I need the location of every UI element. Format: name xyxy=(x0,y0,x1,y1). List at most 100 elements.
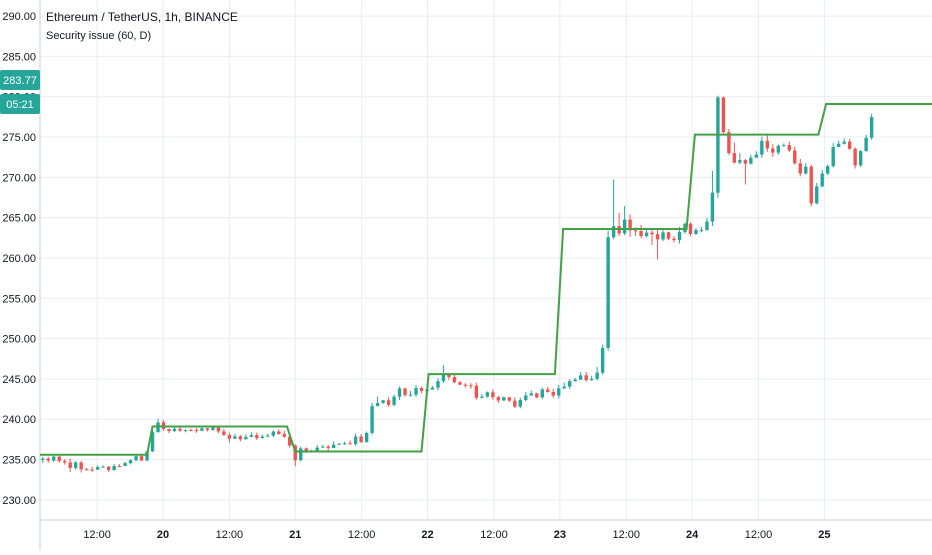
candle xyxy=(167,428,171,434)
candle-body xyxy=(101,466,105,468)
candle-body xyxy=(578,375,583,380)
candle-body xyxy=(469,385,473,387)
candle xyxy=(732,142,737,164)
candle-body xyxy=(568,381,572,387)
candle xyxy=(458,381,462,386)
candle-body xyxy=(688,223,693,234)
candle xyxy=(672,235,676,243)
candle-body xyxy=(683,223,687,233)
candle-body xyxy=(677,232,682,241)
candle xyxy=(266,433,270,438)
last-price-label: 283.77 xyxy=(3,75,37,87)
candle xyxy=(84,467,89,471)
candle-body xyxy=(782,145,786,147)
y-tick-label: 235.00 xyxy=(2,455,36,467)
candle xyxy=(518,397,523,409)
candle-body xyxy=(348,443,352,445)
candle-body xyxy=(419,388,424,392)
candle xyxy=(573,378,577,382)
y-tick-label: 250.00 xyxy=(2,334,36,346)
y-axis[interactable]: 230.00 235.00 240.00 245.00 250.00 255.00 260.… xyxy=(2,0,41,550)
candle xyxy=(419,386,424,394)
candle xyxy=(738,153,742,165)
candle-body xyxy=(771,148,775,153)
candle-body xyxy=(145,451,149,461)
candle-body xyxy=(139,456,144,461)
candle xyxy=(277,429,281,435)
candle-body xyxy=(326,446,330,448)
candle xyxy=(150,429,155,453)
candle-body xyxy=(809,166,813,204)
candle-body xyxy=(540,389,544,398)
candle xyxy=(205,427,210,432)
candle-body xyxy=(804,166,808,174)
x-tick-label: 12:00 xyxy=(745,529,773,541)
candle-body xyxy=(167,428,171,431)
candle xyxy=(688,222,693,237)
x-tick-label: 25 xyxy=(818,529,830,541)
candle-body xyxy=(727,132,731,154)
candle xyxy=(557,384,561,399)
candle-body xyxy=(430,387,435,390)
candle-body xyxy=(633,230,638,232)
x-tick-label: 23 xyxy=(554,529,566,541)
candle xyxy=(183,429,188,433)
candle-body xyxy=(260,436,265,439)
candle-body xyxy=(611,226,616,238)
candle-body xyxy=(337,443,341,445)
candle-body xyxy=(304,448,308,452)
indicator-label[interactable]: Security issue (60, D) xyxy=(46,30,152,42)
candles xyxy=(41,95,874,473)
y-tick-label: 260.00 xyxy=(2,253,36,265)
security-line-layer xyxy=(40,103,932,456)
candle-body xyxy=(826,166,830,174)
x-tick-label: 12:00 xyxy=(480,529,508,541)
candle-body xyxy=(238,436,243,440)
x-tick-label: 24 xyxy=(686,529,699,541)
candle xyxy=(41,456,45,463)
x-tick-label: 20 xyxy=(157,529,169,541)
candle xyxy=(299,446,303,462)
candle xyxy=(452,374,457,384)
candle-body xyxy=(732,153,737,163)
y-tick-label: 270.00 xyxy=(2,172,36,184)
candle-body xyxy=(518,399,523,407)
candle xyxy=(161,419,166,431)
symbol-title[interactable]: Ethereum / TetherUS, 1h, BINANCE xyxy=(46,10,238,24)
candle xyxy=(699,226,704,233)
candle xyxy=(112,463,116,471)
candle-body xyxy=(84,469,89,471)
candle xyxy=(568,379,572,389)
candle-body xyxy=(359,436,363,443)
candle-body xyxy=(738,160,742,163)
candle-body xyxy=(128,460,133,464)
candle xyxy=(661,228,665,241)
candle xyxy=(793,146,797,165)
candle xyxy=(375,396,380,407)
candle-body xyxy=(381,400,385,403)
x-axis[interactable]: 12:00 20 12:00 21 12:00 22 12:00 23 12:00 24 12:00… xyxy=(40,519,932,541)
candle-body xyxy=(233,436,237,439)
candle-body xyxy=(639,231,643,237)
candle-body xyxy=(288,436,292,446)
y-tick-label: 255.00 xyxy=(2,293,36,305)
candle xyxy=(123,461,127,467)
candle xyxy=(57,455,61,463)
candle xyxy=(606,230,610,351)
candle xyxy=(842,138,846,145)
candle xyxy=(348,440,352,445)
last-price-badge xyxy=(0,70,40,90)
candle-body xyxy=(183,430,188,432)
candle-body xyxy=(836,143,841,147)
x-tick-label: 21 xyxy=(289,529,301,541)
candle xyxy=(128,459,133,465)
candle-body xyxy=(606,237,610,348)
candle xyxy=(754,151,759,158)
candle-body xyxy=(820,173,824,187)
candle-body xyxy=(655,234,660,240)
candle xyxy=(864,134,868,152)
candle xyxy=(749,154,753,165)
candle-body xyxy=(134,456,138,461)
